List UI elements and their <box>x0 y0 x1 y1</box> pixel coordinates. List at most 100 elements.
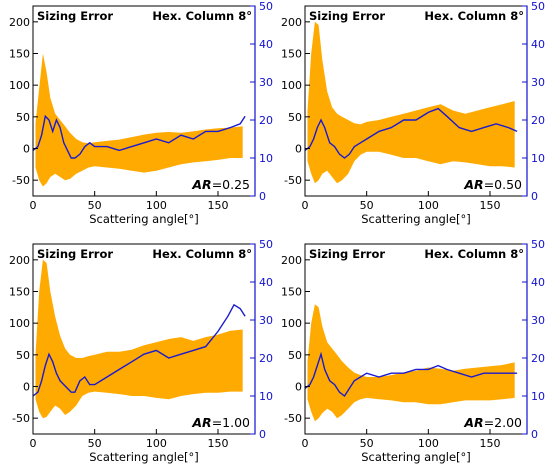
y-tick-label: 100 <box>281 79 302 92</box>
x-axis-label: Scattering angle[°] <box>89 212 199 226</box>
y-tick-label: -50 <box>12 412 30 425</box>
y2-tick-label: 30 <box>259 76 273 89</box>
x-axis-label: Scattering angle[°] <box>89 450 199 464</box>
x-tick-label: 50 <box>360 199 374 212</box>
y2-tick-label: 20 <box>531 352 545 365</box>
series-line <box>32 303 246 397</box>
chart-subtitle: Hex. Column 8° <box>424 247 524 261</box>
y2-tick-label: 10 <box>531 152 545 165</box>
aspect-ratio-annotation: AR=0.50 <box>463 177 522 192</box>
annotation-label: AR <box>463 415 483 430</box>
x-axis-label: Scattering angle[°] <box>361 212 471 226</box>
chart-title: Sizing Error <box>309 9 385 23</box>
y-tick-label: 200 <box>281 16 302 29</box>
x-tick-label: 100 <box>418 199 439 212</box>
y-tick-label: 100 <box>281 317 302 330</box>
y-tick-label: 100 <box>9 317 30 330</box>
y-tick-label: -50 <box>284 412 302 425</box>
chart-title: Sizing Error <box>309 247 385 261</box>
x-tick-label: 0 <box>302 199 309 212</box>
y2-tick-label: 0 <box>531 190 538 203</box>
annotation-value: =0.25 <box>212 177 250 192</box>
y-tick-label: 200 <box>9 254 30 267</box>
y-tick-label: 100 <box>9 79 30 92</box>
y2-tick-label: 0 <box>259 428 266 441</box>
error-band <box>35 259 243 419</box>
y-tick-label: 150 <box>281 286 302 299</box>
y2-tick-label: 10 <box>259 390 273 403</box>
x-tick-label: 50 <box>88 199 102 212</box>
x-tick-label: 150 <box>480 199 501 212</box>
chart-title: Sizing Error <box>37 247 113 261</box>
y-tick-label: 50 <box>288 111 302 124</box>
y-tick-label: 0 <box>23 143 30 156</box>
error-band <box>307 304 515 422</box>
y2-tick-label: 0 <box>531 428 538 441</box>
annotation-label: AR <box>191 177 211 192</box>
y-tick-label: 150 <box>9 48 30 61</box>
x-tick-label: 150 <box>480 437 501 450</box>
y2-tick-label: 10 <box>259 152 273 165</box>
annotation-value: =0.50 <box>484 177 522 192</box>
chart-subtitle: Hex. Column 8° <box>424 9 524 23</box>
y-tick-label: -50 <box>12 174 30 187</box>
y2-tick-label: 0 <box>259 190 266 203</box>
series-line <box>304 107 518 159</box>
y2-tick-label: 30 <box>531 76 545 89</box>
aspect-ratio-annotation: AR=1.00 <box>191 415 250 430</box>
y2-tick-label: 40 <box>531 38 545 51</box>
y2-tick-label: 20 <box>259 352 273 365</box>
x-tick-label: 100 <box>418 437 439 450</box>
y2-tick-label: 10 <box>531 390 545 403</box>
y2-tick-label: 20 <box>531 114 545 127</box>
annotation-value: =1.00 <box>212 415 250 430</box>
y-tick-label: 50 <box>288 349 302 362</box>
y2-tick-label: 50 <box>531 0 545 13</box>
y2-tick-label: 40 <box>531 276 545 289</box>
chart-title: Sizing Error <box>37 9 113 23</box>
x-tick-label: 50 <box>88 437 102 450</box>
y-tick-label: -50 <box>284 174 302 187</box>
y-tick-label: 0 <box>295 143 302 156</box>
y-tick-label: 50 <box>16 111 30 124</box>
y2-tick-label: 50 <box>259 238 273 251</box>
y-tick-label: 150 <box>281 48 302 61</box>
y2-tick-label: 40 <box>259 276 273 289</box>
error-band <box>307 21 515 184</box>
x-tick-label: 0 <box>30 199 37 212</box>
x-tick-label: 0 <box>30 437 37 450</box>
y2-tick-label: 30 <box>259 314 273 327</box>
x-tick-label: 150 <box>208 199 229 212</box>
aspect-ratio-annotation: AR=2.00 <box>463 415 522 430</box>
y-tick-label: 200 <box>9 16 30 29</box>
x-tick-label: 150 <box>208 437 229 450</box>
x-tick-label: 0 <box>302 437 309 450</box>
y-tick-label: 150 <box>9 286 30 299</box>
y2-tick-label: 50 <box>531 238 545 251</box>
y-tick-label: 0 <box>295 381 302 394</box>
aspect-ratio-annotation: AR=0.25 <box>191 177 250 192</box>
annotation-label: AR <box>463 177 483 192</box>
x-tick-label: 50 <box>360 437 374 450</box>
error-band <box>35 53 243 187</box>
x-tick-label: 100 <box>146 437 167 450</box>
chart-subtitle: Hex. Column 8° <box>152 9 252 23</box>
x-tick-label: 100 <box>146 199 167 212</box>
y2-tick-label: 30 <box>531 314 545 327</box>
series-line <box>304 351 518 398</box>
series-line <box>32 114 246 159</box>
y-tick-label: 50 <box>16 349 30 362</box>
chart-subtitle: Hex. Column 8° <box>152 247 252 261</box>
y-tick-label: 0 <box>23 381 30 394</box>
y-tick-label: 200 <box>281 254 302 267</box>
y2-tick-label: 20 <box>259 114 273 127</box>
annotation-value: =2.00 <box>484 415 522 430</box>
y2-tick-label: 40 <box>259 38 273 51</box>
x-axis-label: Scattering angle[°] <box>361 450 471 464</box>
annotation-label: AR <box>191 415 211 430</box>
